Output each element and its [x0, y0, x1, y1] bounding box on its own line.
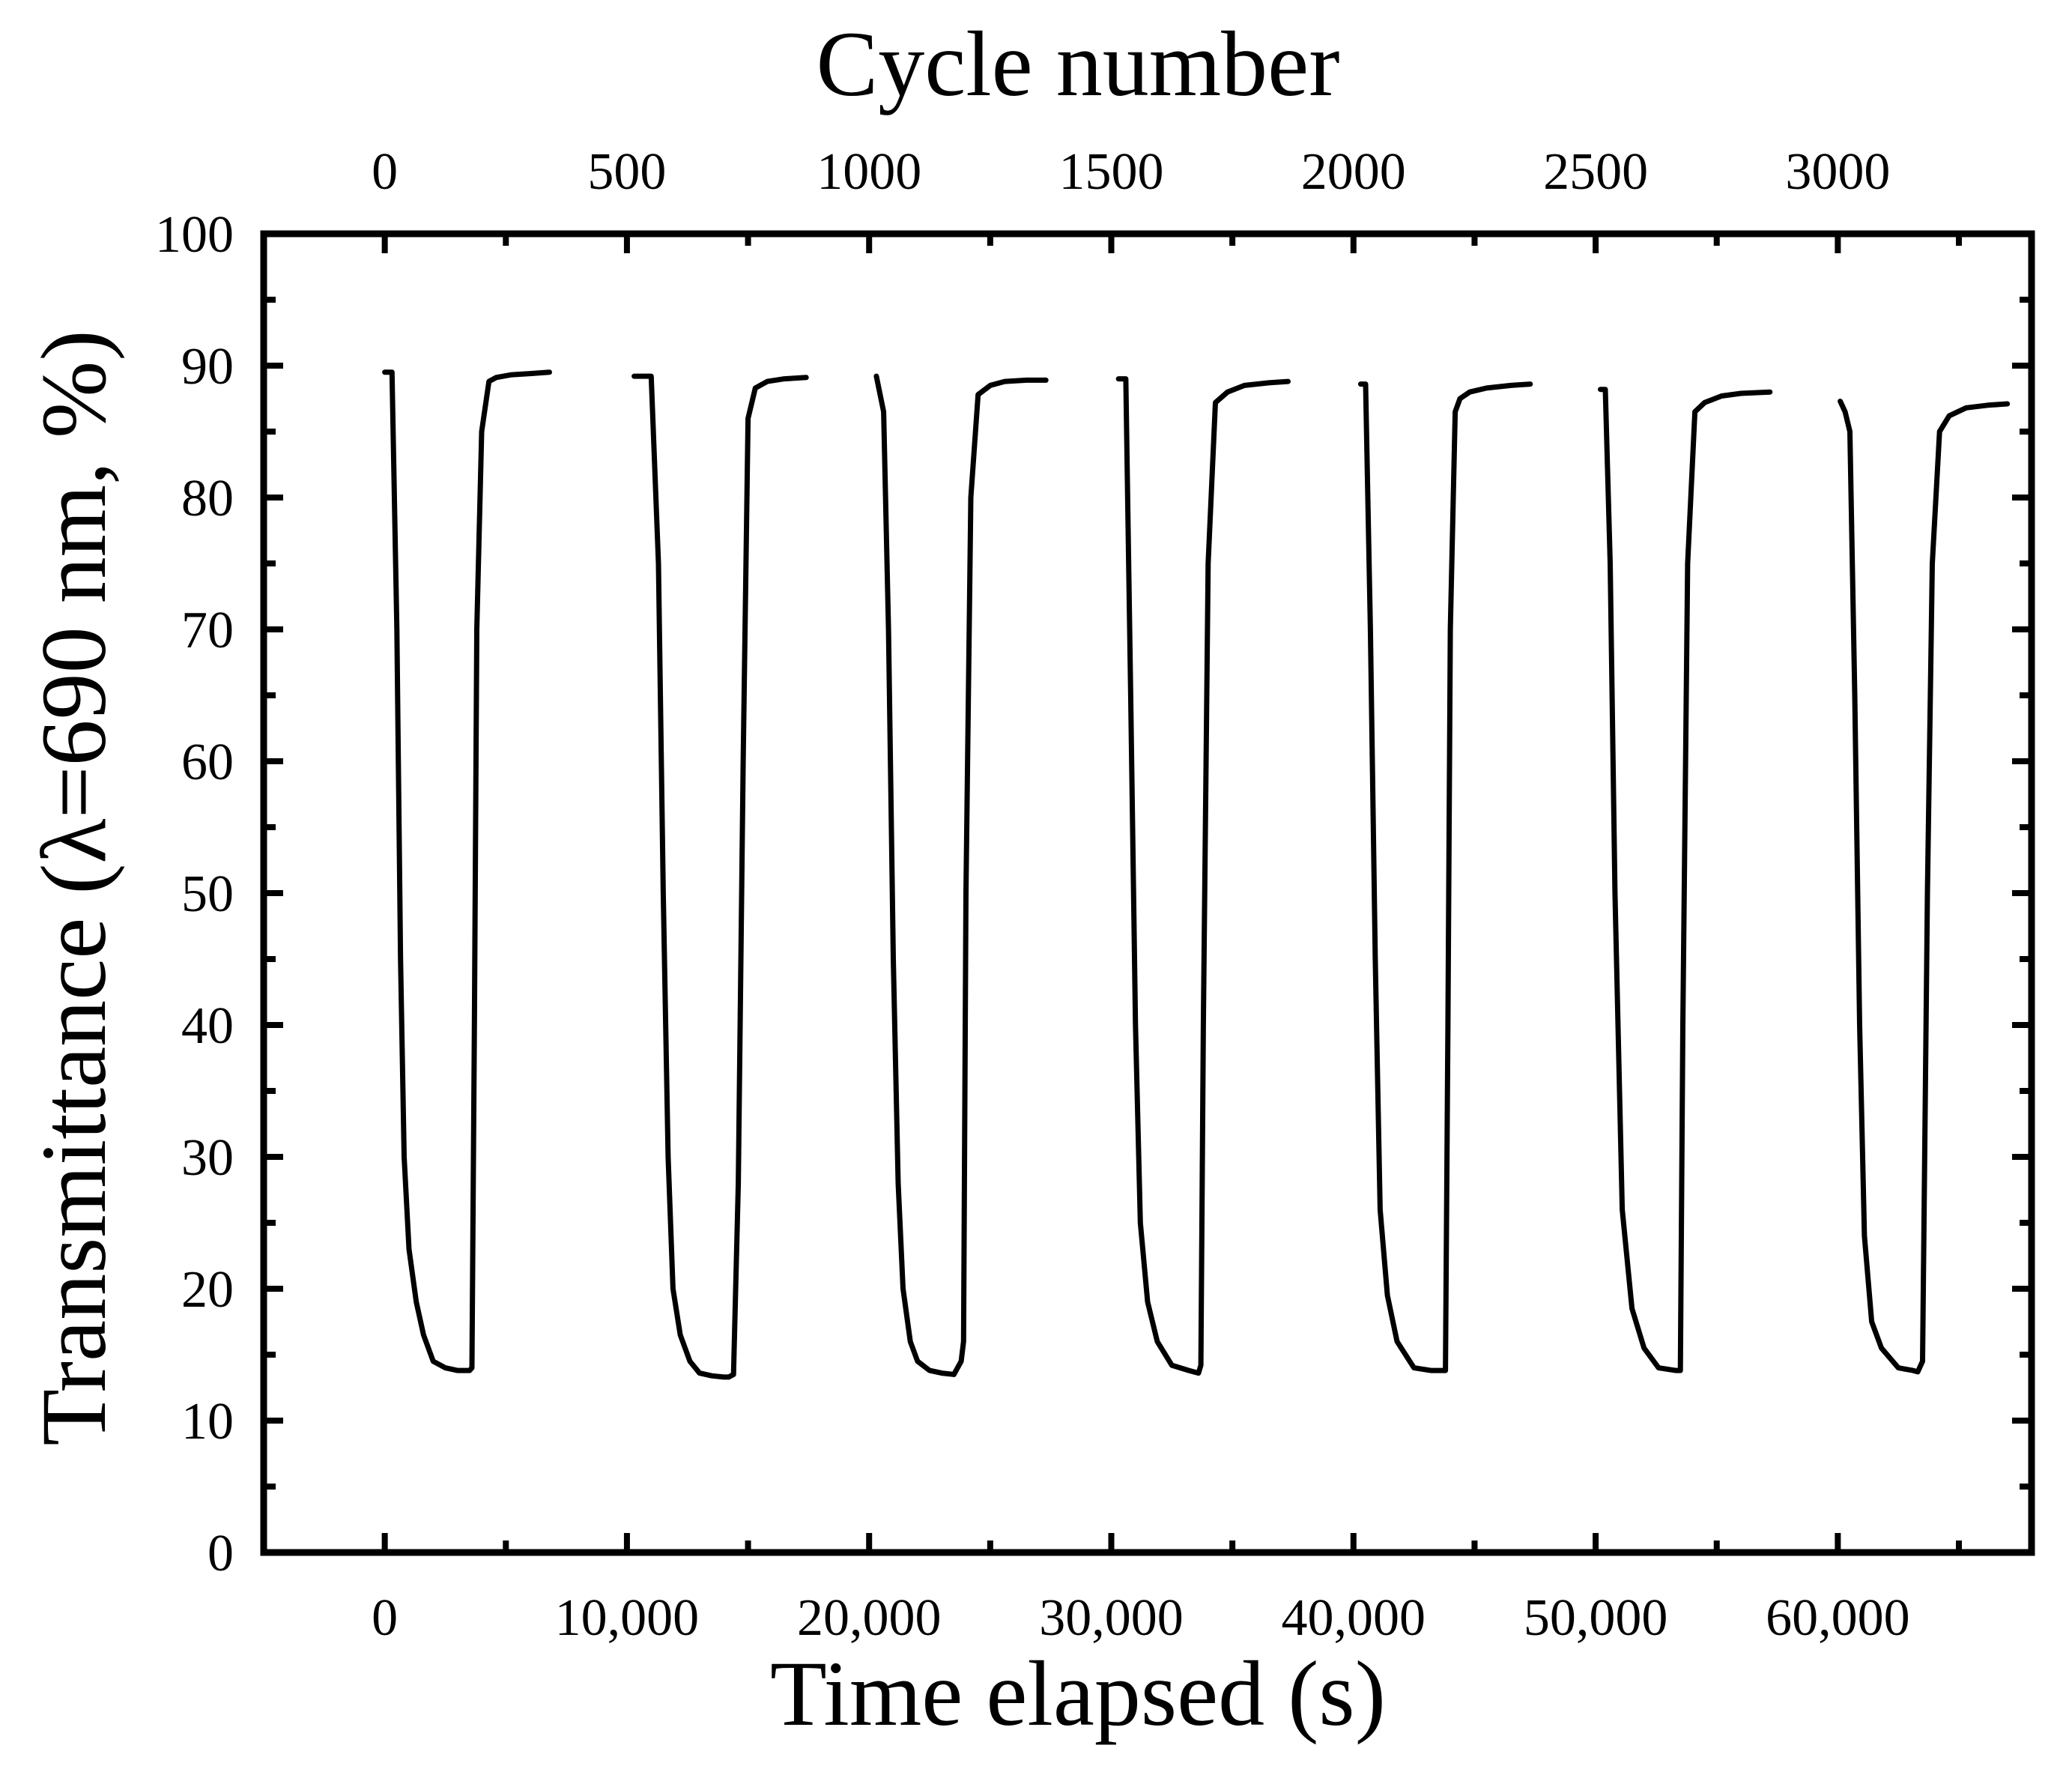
x-tick-label: 20,000 [797, 1589, 942, 1647]
y-tick-label: 80 [181, 470, 234, 527]
series-line-cycle-2 [631, 373, 809, 1380]
y-tick-label: 30 [181, 1129, 234, 1187]
top-axis-title: Cycle number [816, 13, 1339, 115]
y-tick-label: 60 [181, 734, 234, 791]
series-line-cycle-5 [1358, 381, 1533, 1373]
top-tick-label: 1500 [1059, 143, 1164, 201]
data-series [382, 369, 2011, 1380]
x-tick-label: 60,000 [1766, 1589, 1910, 1647]
y-axis-title: Transmittance (λ=690 nm, %) [22, 330, 125, 1445]
series-line-cycle-6 [1598, 387, 1773, 1373]
top-tick-label: 1000 [817, 143, 921, 201]
top-tick-label: 0 [372, 143, 398, 201]
x-tick-label: 40,000 [1282, 1589, 1426, 1647]
y-tick-label: 90 [181, 338, 234, 396]
x-tick-label: 10,000 [555, 1589, 700, 1647]
y-tick-label: 20 [181, 1261, 234, 1319]
y-tick-label: 70 [181, 602, 234, 659]
x-tick-label: 50,000 [1524, 1589, 1668, 1647]
x-axis-title: Time elapsed (s) [770, 1642, 1386, 1745]
top-tick-label: 500 [587, 143, 666, 201]
axis-ticks [264, 231, 2032, 1555]
y-tick-label: 100 [155, 206, 234, 264]
x-tick-label: 0 [372, 1589, 398, 1647]
tick-labels: 0 10,000 20,000 30,000 40,000 50,000 60,000 0 50… [155, 143, 1910, 1647]
plot-frame [260, 230, 2035, 1556]
series-line-cycle-3 [873, 373, 1049, 1377]
series-line-cycle-7 [1838, 399, 2011, 1375]
series-line-cycle-4 [1115, 376, 1291, 1376]
x-tick-label: 30,000 [1039, 1589, 1184, 1647]
y-tick-label: 40 [181, 997, 234, 1055]
top-tick-label: 2500 [1543, 143, 1648, 201]
y-tick-label: 0 [207, 1525, 234, 1582]
series-line-cycle-1 [382, 369, 552, 1373]
top-tick-label: 2000 [1301, 143, 1406, 201]
top-tick-label: 3000 [1785, 143, 1890, 201]
y-tick-label: 10 [181, 1393, 234, 1451]
y-tick-label: 50 [181, 865, 234, 923]
